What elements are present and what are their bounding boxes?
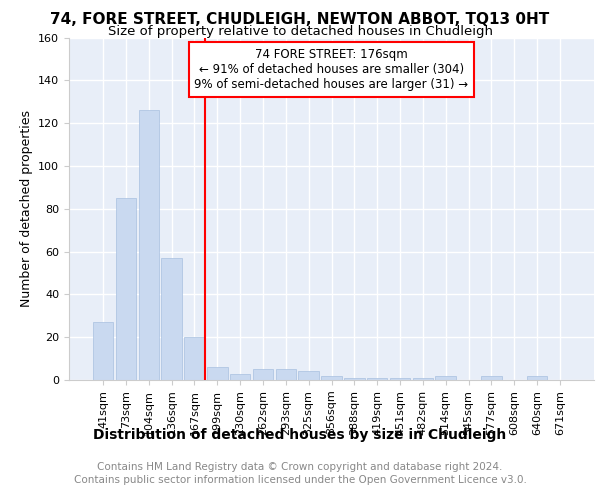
Bar	[139, 110, 159, 380]
Bar	[321, 376, 342, 380]
Bar	[344, 378, 365, 380]
Bar	[413, 378, 433, 380]
Bar	[527, 376, 547, 380]
Bar	[253, 370, 273, 380]
Bar	[161, 258, 182, 380]
Bar	[93, 322, 113, 380]
Bar	[390, 378, 410, 380]
Bar	[436, 376, 456, 380]
Bar	[481, 376, 502, 380]
Y-axis label: Number of detached properties: Number of detached properties	[20, 110, 32, 307]
Bar	[184, 337, 205, 380]
Bar	[298, 372, 319, 380]
Bar	[116, 198, 136, 380]
Text: Contains public sector information licensed under the Open Government Licence v3: Contains public sector information licen…	[74, 475, 526, 485]
Text: 74, FORE STREET, CHUDLEIGH, NEWTON ABBOT, TQ13 0HT: 74, FORE STREET, CHUDLEIGH, NEWTON ABBOT…	[50, 12, 550, 28]
Bar	[230, 374, 250, 380]
Bar	[367, 378, 388, 380]
Text: Distribution of detached houses by size in Chudleigh: Distribution of detached houses by size …	[94, 428, 506, 442]
Bar	[207, 367, 227, 380]
Text: Size of property relative to detached houses in Chudleigh: Size of property relative to detached ho…	[107, 25, 493, 38]
Text: 74 FORE STREET: 176sqm
← 91% of detached houses are smaller (304)
9% of semi-det: 74 FORE STREET: 176sqm ← 91% of detached…	[194, 48, 469, 91]
Bar	[275, 370, 296, 380]
Text: Contains HM Land Registry data © Crown copyright and database right 2024.: Contains HM Land Registry data © Crown c…	[97, 462, 503, 472]
